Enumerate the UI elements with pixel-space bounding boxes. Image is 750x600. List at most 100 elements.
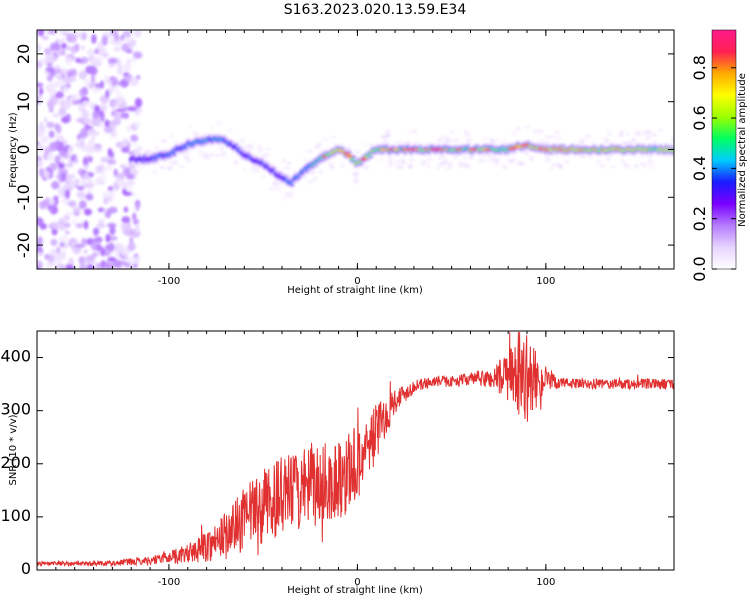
figure-title: S163.2023.020.13.59.E34 bbox=[283, 2, 467, 18]
heatmap-cell bbox=[458, 161, 463, 166]
heatmap-cell bbox=[486, 159, 493, 163]
heatmap-cell bbox=[70, 154, 76, 163]
heatmap-cell bbox=[68, 145, 74, 153]
heatmap-cell bbox=[242, 145, 249, 149]
heatmap-cell bbox=[466, 137, 473, 143]
heatmap-cell bbox=[382, 140, 390, 144]
heatmap-cell bbox=[258, 148, 264, 153]
heatmap-cell bbox=[103, 125, 113, 134]
heatmap-cell bbox=[87, 256, 95, 262]
heatmap-cell bbox=[251, 165, 255, 168]
heatmap-cell bbox=[331, 135, 336, 139]
heatmap-cell bbox=[132, 212, 137, 221]
heatmap-cell bbox=[226, 128, 233, 132]
snr-y-ticks: 0 100 200 300 400 bbox=[0, 347, 674, 578]
heatmap-cell bbox=[37, 243, 43, 253]
heatmap-cell bbox=[55, 253, 65, 261]
heatmap-cell bbox=[116, 30, 125, 33]
snr-y-tick-label-0: 0 bbox=[21, 559, 31, 578]
heatmap-cell bbox=[338, 150, 346, 153]
heatmap-cell bbox=[37, 144, 44, 153]
heatmap-cell bbox=[50, 143, 58, 152]
heatmap-cell bbox=[47, 255, 55, 263]
heatmap-cell bbox=[220, 152, 228, 155]
heatmap-cell bbox=[117, 65, 123, 76]
heatmap-cell bbox=[57, 224, 66, 231]
heatmap-cell bbox=[635, 131, 642, 136]
heatmap-cell bbox=[282, 196, 287, 201]
heatmap-cell bbox=[53, 195, 59, 201]
heatmap-cell bbox=[329, 164, 333, 168]
heatmap-cell bbox=[139, 167, 144, 170]
heatmap-cell bbox=[66, 69, 72, 78]
heatmap-cell bbox=[413, 140, 419, 144]
heatmap-cell bbox=[81, 100, 92, 106]
heatmap-cell bbox=[352, 171, 360, 177]
heatmap-cell bbox=[121, 43, 130, 52]
heatmap-cell bbox=[521, 144, 527, 147]
heatmap-cell bbox=[46, 53, 56, 64]
heatmap-cell bbox=[169, 134, 173, 139]
heatmap-cell bbox=[64, 163, 75, 168]
heatmap-cell bbox=[58, 30, 63, 36]
heatmap-cell bbox=[91, 33, 97, 44]
heatmap-cell bbox=[467, 165, 471, 170]
heatmap-cell bbox=[353, 178, 359, 184]
heatmap-cell bbox=[402, 148, 410, 151]
heatmap-cell bbox=[346, 154, 353, 157]
snr-panel: -100 0 100 0 100 200 300 400 Height of straigh… bbox=[0, 330, 675, 596]
heatmap-cell bbox=[354, 149, 362, 155]
heatmap-cell bbox=[209, 125, 215, 129]
heatmap-cell bbox=[203, 153, 210, 158]
heatmap-cell bbox=[60, 49, 66, 56]
heatmap-cell bbox=[62, 99, 71, 110]
heatmap-cell bbox=[600, 164, 605, 168]
heatmap-cell bbox=[540, 139, 545, 144]
heatmap-cell bbox=[83, 208, 93, 216]
heatmap-cell bbox=[380, 148, 388, 151]
heatmap-cell bbox=[59, 151, 67, 157]
heatmap-cell bbox=[106, 163, 112, 172]
heatmap-cell bbox=[470, 148, 478, 151]
snr-plot-area bbox=[37, 331, 674, 570]
heatmap-cell bbox=[48, 130, 55, 139]
heatmap-cell bbox=[650, 133, 655, 136]
heatmap-cell bbox=[55, 124, 62, 134]
heatmap-cell bbox=[107, 148, 113, 157]
heatmap-cell bbox=[187, 125, 192, 128]
heatmap-cell bbox=[386, 166, 392, 169]
heatmap-cell bbox=[310, 171, 316, 174]
snr-x-tick-label-1: 0 bbox=[354, 577, 360, 588]
heatmap-cell bbox=[398, 139, 405, 143]
heatmap-cell bbox=[362, 143, 370, 146]
heatmap-cell bbox=[102, 208, 108, 214]
heatmap-cell bbox=[46, 121, 55, 129]
heatmap-cell bbox=[65, 113, 71, 120]
heatmap-cell bbox=[446, 162, 454, 167]
heatmap-cell bbox=[128, 255, 136, 266]
heatmap-cell bbox=[619, 130, 624, 135]
spectrogram-y-tick-label-2: 0 bbox=[14, 144, 33, 154]
heatmap-cell bbox=[307, 179, 314, 185]
heatmap-cell bbox=[129, 77, 139, 87]
heatmap-cell bbox=[134, 173, 139, 176]
heatmap-cell bbox=[411, 129, 417, 133]
heatmap-cell bbox=[406, 131, 413, 134]
heatmap-cell bbox=[239, 138, 246, 143]
heatmap-cell bbox=[82, 172, 90, 181]
heatmap-cell bbox=[605, 157, 610, 162]
heatmap-cell bbox=[433, 148, 441, 151]
heatmap-cell bbox=[450, 129, 454, 134]
heatmap-cell bbox=[321, 155, 328, 158]
heatmap-cell bbox=[63, 242, 69, 249]
heatmap-cell bbox=[563, 159, 569, 163]
heatmap-cell bbox=[69, 174, 76, 179]
heatmap-cell bbox=[122, 30, 132, 38]
heatmap-cell bbox=[314, 144, 320, 149]
heatmap-cell bbox=[123, 206, 129, 213]
heatmap-cell bbox=[133, 30, 139, 37]
heatmap-cell bbox=[360, 158, 367, 161]
snr-y-tick-label-2: 200 bbox=[0, 453, 31, 472]
heatmap-cell bbox=[124, 112, 129, 119]
heatmap-cell bbox=[408, 159, 415, 162]
